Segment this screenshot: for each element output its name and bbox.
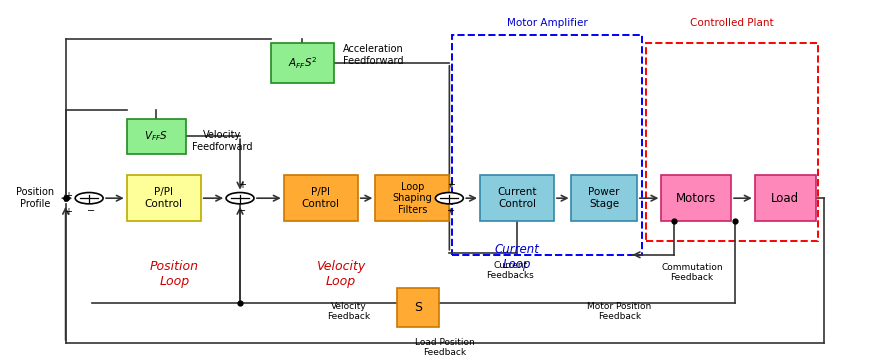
Text: Position
Loop: Position Loop (150, 260, 199, 288)
Text: $V_{FF}S$: $V_{FF}S$ (144, 129, 168, 143)
Text: Velocity
Feedback: Velocity Feedback (328, 302, 370, 321)
Text: $A_{FF}S^2$: $A_{FF}S^2$ (287, 55, 317, 71)
Text: Motor Position
Feedback: Motor Position Feedback (587, 302, 651, 321)
Text: Velocity
Loop: Velocity Loop (316, 260, 365, 288)
Text: Acceleration
Feedforward: Acceleration Feedforward (343, 44, 404, 66)
FancyBboxPatch shape (397, 288, 439, 327)
Text: −: − (447, 206, 455, 216)
Text: Commutation
Feedback: Commutation Feedback (661, 263, 723, 282)
Text: P/PI
Control: P/PI Control (145, 187, 182, 209)
Text: +: + (238, 180, 246, 190)
FancyBboxPatch shape (571, 175, 637, 221)
FancyBboxPatch shape (126, 119, 186, 154)
Text: Loop
Shaping
Filters: Loop Shaping Filters (392, 182, 433, 215)
Text: Current
Loop: Current Loop (494, 243, 539, 270)
Text: S: S (414, 301, 422, 314)
Text: P/PI
Control: P/PI Control (302, 187, 340, 209)
Text: Velocity
Feedforward: Velocity Feedforward (192, 130, 253, 152)
Text: +: + (64, 207, 72, 217)
FancyBboxPatch shape (480, 175, 554, 221)
Text: +: + (447, 180, 455, 190)
Text: Power
Stage: Power Stage (588, 187, 620, 209)
FancyBboxPatch shape (755, 175, 816, 221)
FancyBboxPatch shape (284, 175, 358, 221)
Circle shape (226, 192, 254, 204)
Circle shape (435, 192, 464, 204)
Text: Load Position
Feedback: Load Position Feedback (415, 338, 475, 357)
Text: +: + (64, 191, 72, 201)
FancyBboxPatch shape (271, 43, 335, 83)
Text: Current
Feedbacks: Current Feedbacks (487, 261, 534, 280)
Text: Controlled Plant: Controlled Plant (690, 18, 773, 28)
Text: Motor Amplifier: Motor Amplifier (506, 18, 587, 28)
FancyBboxPatch shape (126, 175, 201, 221)
Text: Position
Profile: Position Profile (16, 187, 54, 209)
Circle shape (75, 192, 103, 204)
Text: −: − (87, 206, 95, 216)
FancyBboxPatch shape (376, 175, 449, 221)
Text: Current
Control: Current Control (498, 187, 537, 209)
Text: Motors: Motors (676, 192, 716, 205)
Text: −: − (238, 206, 246, 216)
Text: Load: Load (771, 192, 799, 205)
FancyBboxPatch shape (661, 175, 731, 221)
